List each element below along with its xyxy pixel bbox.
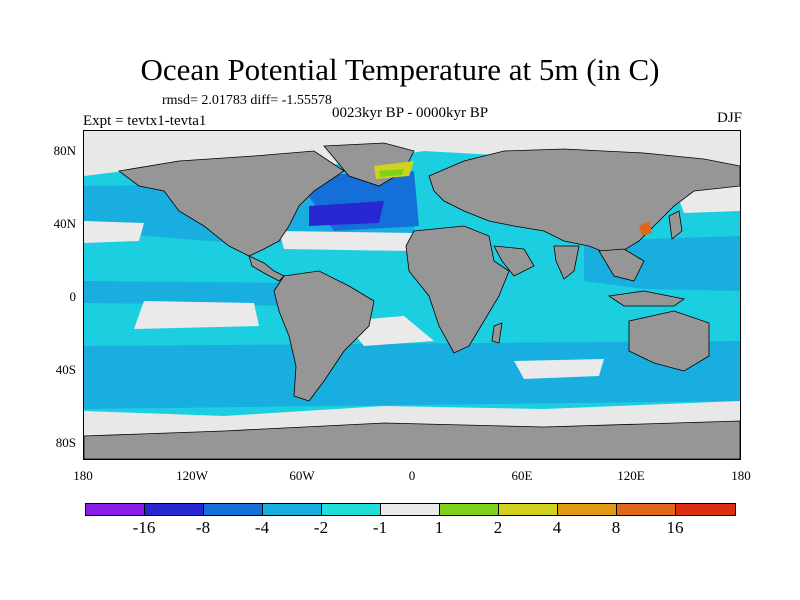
africa: [405, 225, 510, 354]
land-masses: [84, 142, 740, 459]
lon-label: 180: [73, 468, 93, 483]
madagascar: [491, 322, 503, 344]
colorbar-level-label: 1: [434, 518, 444, 537]
lon-label: 0: [408, 468, 416, 483]
positive-anomaly: [379, 169, 404, 177]
map-title: Ocean Potential Temperature at 5m (in C): [140, 52, 660, 87]
colorbar-level-label: -16: [132, 518, 156, 537]
lon-label: 180: [731, 468, 751, 483]
experiment-label: Expt = tevtx1-tevta1: [83, 113, 207, 129]
colorbar-swatch: [145, 504, 204, 515]
anomaly-band: [514, 359, 604, 379]
south-america: [273, 270, 375, 402]
central-america: [248, 255, 285, 282]
colorbar: [85, 503, 736, 516]
colorbar-swatch: [440, 504, 499, 515]
colorbar-swatch: [322, 504, 381, 515]
indonesia: [607, 290, 685, 307]
colorbar-level-label: 16: [666, 518, 684, 537]
anomaly-band: [309, 201, 384, 226]
colorbar-level-label: 2: [493, 518, 503, 537]
anomaly-band: [134, 301, 259, 329]
lon-label: 120E: [617, 468, 645, 483]
positive-anomaly: [639, 221, 652, 236]
map-canvas: [84, 131, 740, 459]
colorbar-swatch: [204, 504, 263, 515]
lat-label: 80N: [53, 143, 76, 158]
lat-label: 40N: [53, 216, 76, 231]
temperature-map: [83, 130, 741, 460]
colorbar-level-label: -1: [372, 518, 388, 537]
lon-label: 120W: [176, 468, 208, 483]
lat-label: 40S: [55, 362, 76, 377]
arctic-masked: [84, 131, 740, 181]
japan: [668, 210, 683, 240]
lon-label: 60W: [289, 468, 315, 483]
colorbar-swatch: [381, 504, 440, 515]
anomaly-band: [84, 221, 144, 243]
colorbar-level-label: 8: [611, 518, 621, 537]
season-label: DJF: [716, 110, 742, 126]
anomaly-band: [84, 341, 740, 409]
colorbar-level-label: -4: [254, 518, 270, 537]
anomaly-band: [84, 281, 314, 306]
anomaly-band: [279, 231, 414, 251]
colorbar-swatch: [676, 504, 735, 515]
colorbar-swatch: [86, 504, 145, 515]
antarctica: [84, 420, 740, 459]
southeast-asia: [598, 248, 645, 282]
lat-label: 80S: [55, 435, 76, 450]
north-america: [118, 150, 345, 257]
colorbar-swatch: [499, 504, 558, 515]
map-subtitle: 0023kyr BP - 0000kyr BP: [331, 105, 489, 121]
arabia: [493, 245, 535, 277]
australia: [628, 310, 710, 372]
colorbar-swatch: [263, 504, 322, 515]
colorbar-level-label: -2: [313, 518, 329, 537]
lon-label: 60E: [511, 468, 533, 483]
colorbar-swatch: [558, 504, 617, 515]
colorbar-swatch: [617, 504, 676, 515]
colorbar-level-label: 4: [552, 518, 562, 537]
lat-label: 0: [69, 289, 77, 304]
statistics-text: rmsd= 2.01783 diff= -1.55578: [162, 93, 332, 108]
india: [553, 245, 580, 280]
colorbar-level-label: -8: [195, 518, 211, 537]
